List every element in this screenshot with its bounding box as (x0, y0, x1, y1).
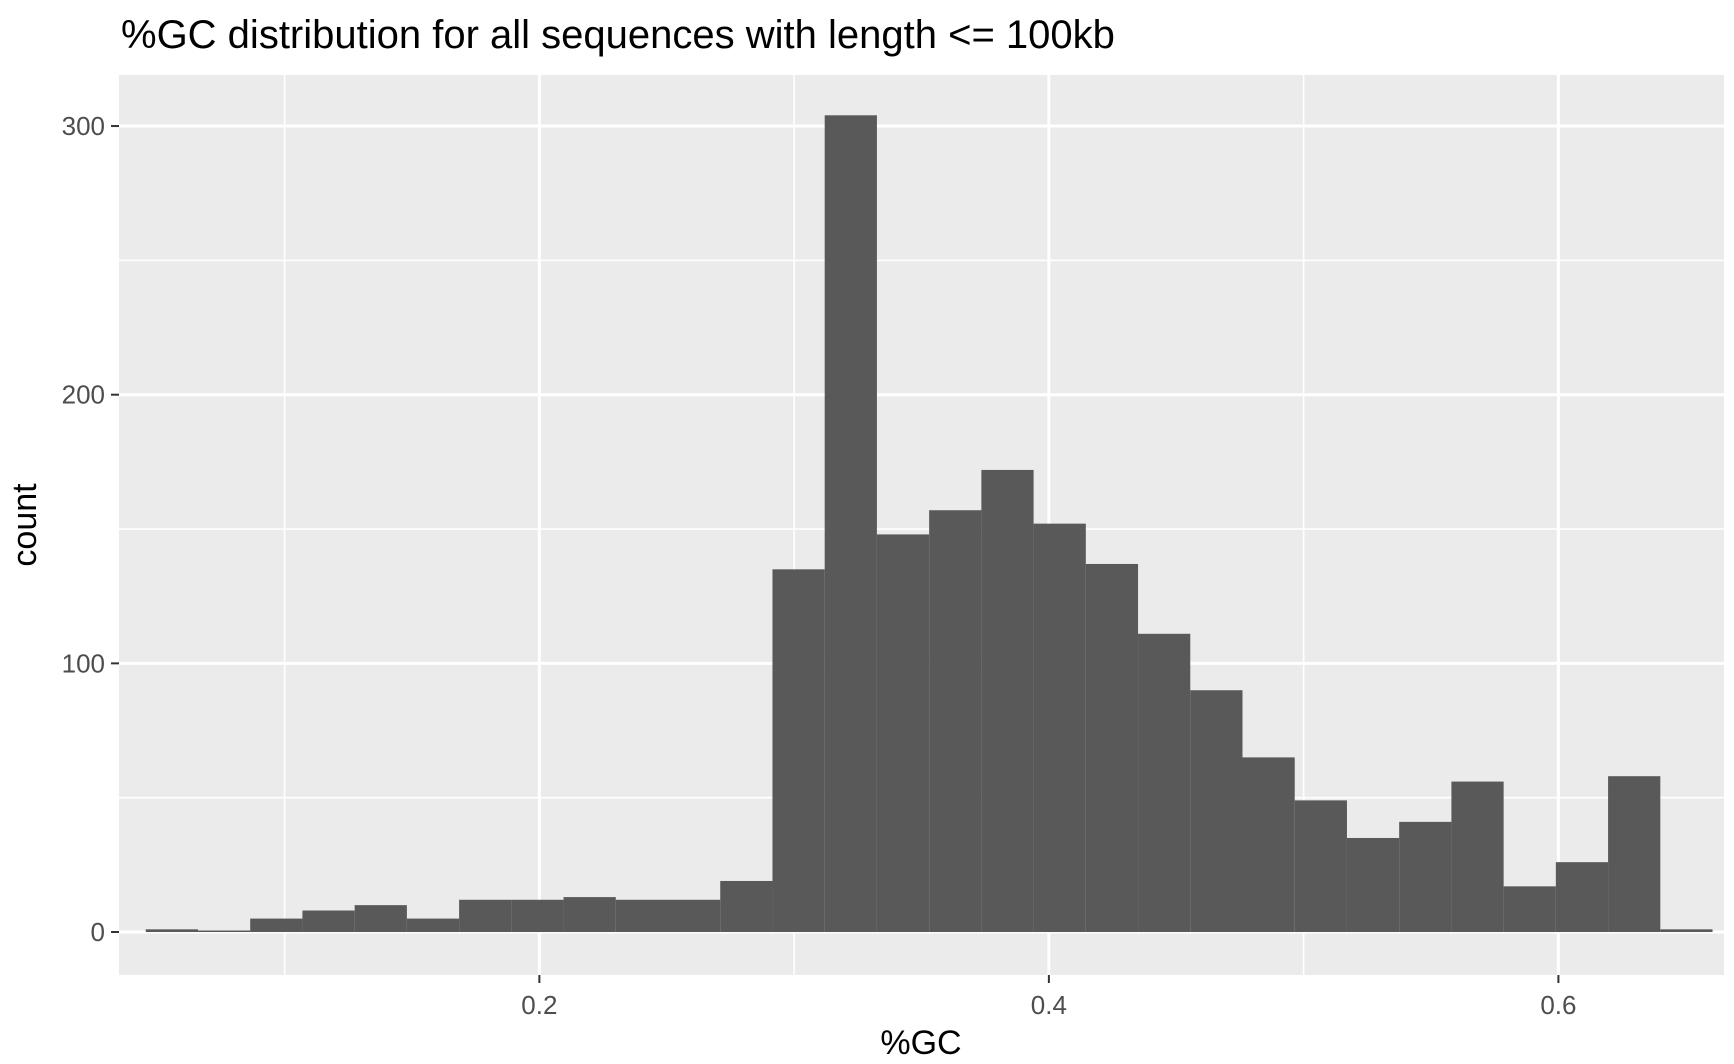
histogram-bar (145, 929, 198, 933)
histogram-bar (1399, 821, 1452, 933)
histogram-bars (145, 115, 1713, 933)
y-tick-label: 100 (62, 648, 105, 678)
histogram-bar (615, 899, 669, 933)
histogram-bar (354, 905, 407, 933)
histogram-bar (459, 899, 512, 933)
histogram-bar (511, 899, 564, 933)
histogram-bar (1451, 781, 1504, 933)
histogram-bar (1346, 837, 1400, 933)
histogram-bar (1294, 800, 1347, 933)
histogram-bar (1503, 886, 1556, 933)
histogram-bar (563, 897, 616, 933)
histogram-bar (1033, 523, 1086, 933)
histogram-bar (1138, 633, 1191, 933)
y-axis-title: count (6, 483, 44, 567)
histogram-bar (824, 115, 877, 933)
histogram-bar (1660, 929, 1713, 933)
y-axis: 0 100 200 300 (62, 111, 119, 947)
histogram-bar (876, 534, 930, 933)
histogram-bar (1190, 690, 1243, 933)
histogram-bar (929, 510, 982, 933)
histogram-bar (1242, 757, 1295, 933)
x-tick-label: 0.6 (1540, 990, 1576, 1020)
histogram-bar (1555, 862, 1609, 933)
histogram-bar (720, 880, 773, 933)
histogram-bar (1608, 776, 1661, 933)
chart-title: %GC distribution for all sequences with … (121, 13, 1115, 57)
x-tick-label: 0.2 (521, 990, 557, 1020)
histogram-bar (981, 469, 1034, 933)
y-tick-label: 0 (91, 917, 105, 947)
histogram-bar (406, 918, 460, 933)
x-axis: 0.2 0.4 0.6 (521, 975, 1576, 1020)
histogram-bar (772, 569, 825, 933)
x-tick-label: 0.4 (1031, 990, 1067, 1020)
y-tick-label: 300 (62, 111, 105, 141)
histogram-bar (197, 930, 251, 933)
histogram-bar (668, 899, 721, 933)
histogram-bar (250, 918, 303, 933)
y-tick-label: 200 (62, 380, 105, 410)
histogram-bar (302, 910, 355, 933)
histogram-bar (1085, 563, 1139, 933)
x-axis-title: %GC (880, 1024, 961, 1062)
